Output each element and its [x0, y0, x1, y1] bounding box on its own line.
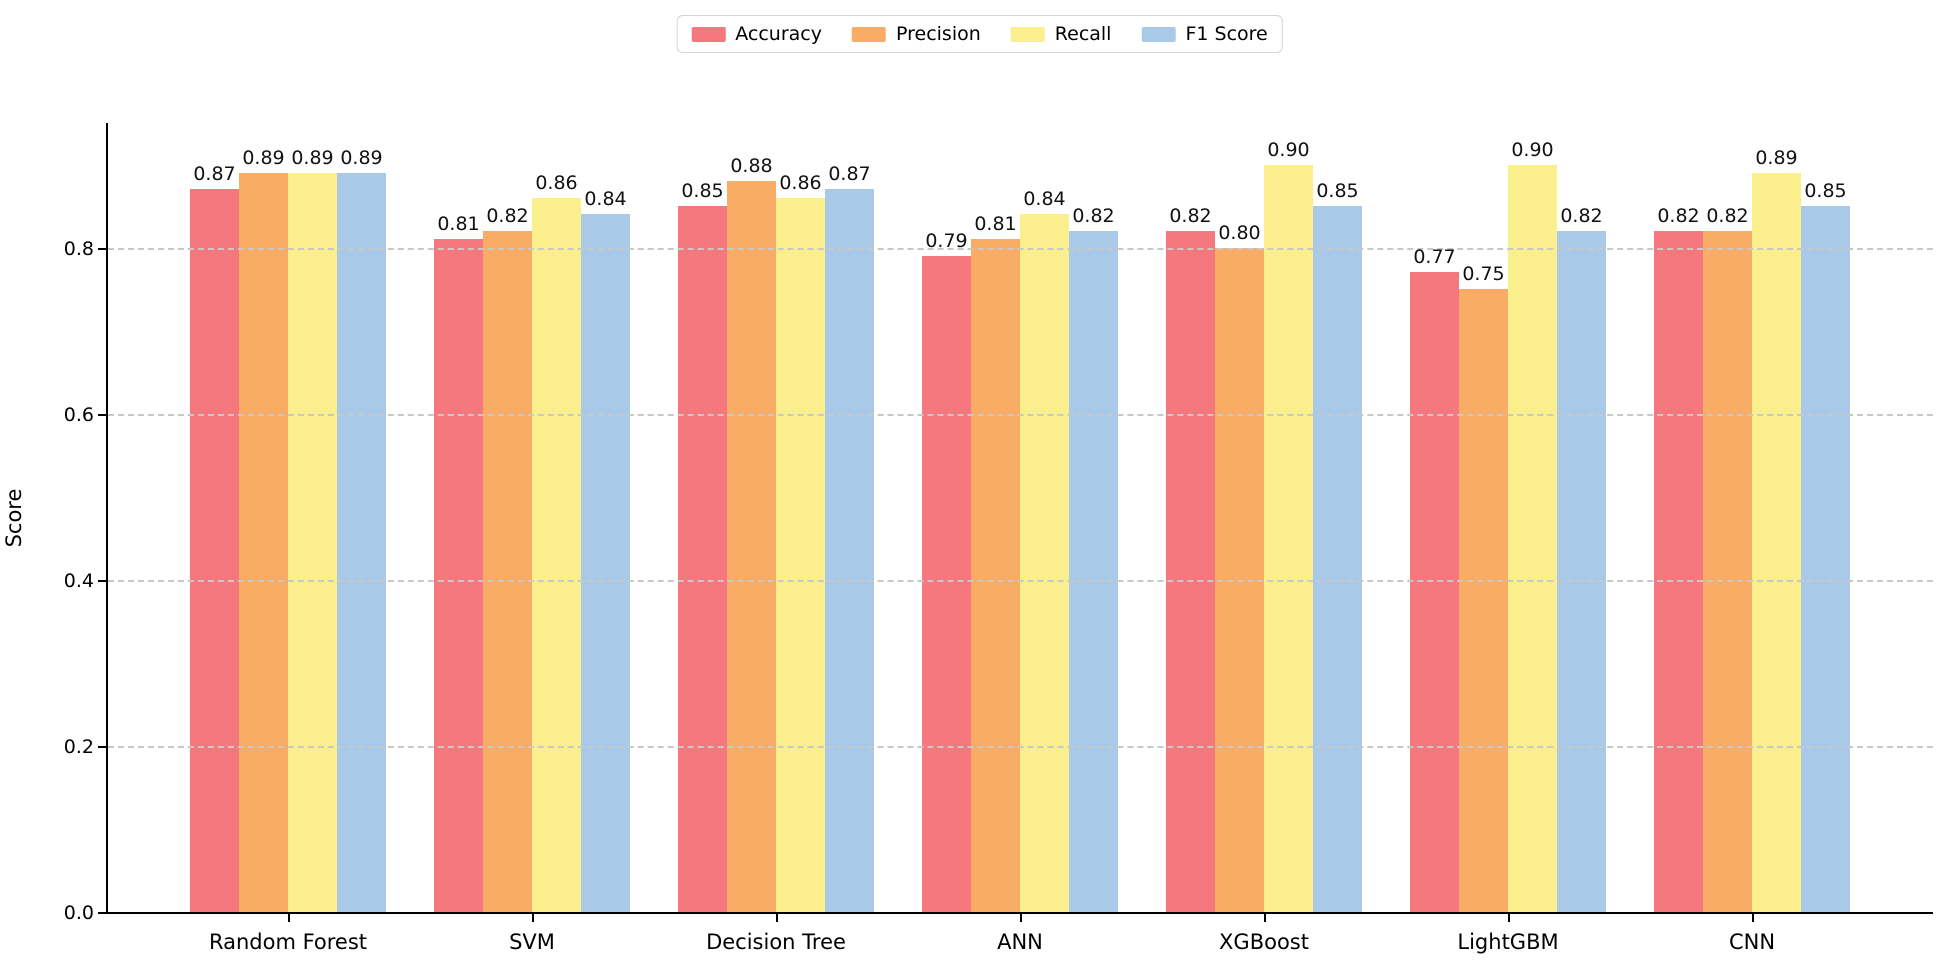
- bar-value-label: 0.82: [1072, 204, 1115, 227]
- bar-value-label: 0.82: [1706, 204, 1749, 227]
- bar-recall: [288, 172, 337, 912]
- bar-value-label: 0.90: [1511, 138, 1554, 161]
- bar-recall: [532, 197, 581, 912]
- bar-value-label: 0.88: [730, 155, 773, 178]
- legend-item: F1 Score: [1141, 23, 1268, 45]
- legend-label: Recall: [1054, 23, 1112, 45]
- bar-value-label: 0.86: [535, 171, 578, 194]
- legend-swatch-f1-score: [1141, 26, 1176, 42]
- x-tick: [1752, 914, 1754, 922]
- bar-value-label: 0.85: [1316, 180, 1359, 203]
- bar-value-label: 0.86: [779, 171, 822, 194]
- x-tick-label: ANN: [997, 930, 1043, 954]
- bar-value-label: 0.90: [1267, 138, 1310, 161]
- x-tick-label: Random Forest: [208, 930, 368, 954]
- y-tick-label: 0.8: [63, 237, 94, 260]
- bar-value-label: 0.77: [1413, 246, 1456, 269]
- bar-f1-score: [337, 172, 386, 912]
- legend: Accuracy Precision Recall F1 Score: [676, 15, 1283, 53]
- bar-precision: [971, 239, 1020, 912]
- bar-recall: [1508, 164, 1557, 912]
- bar-precision: [1703, 230, 1752, 912]
- x-axis: [106, 912, 1933, 914]
- x-tick: [532, 914, 534, 922]
- legend-label: F1 Score: [1185, 23, 1268, 45]
- y-tick: [98, 579, 106, 582]
- bar-f1-score: [1801, 206, 1850, 912]
- bar-accuracy: [678, 206, 727, 912]
- bar-value-label: 0.89: [340, 146, 383, 169]
- bar-accuracy: [434, 239, 483, 912]
- x-tick: [1508, 914, 1510, 922]
- y-tick: [98, 247, 106, 250]
- bar-value-label: 0.80: [1218, 221, 1261, 244]
- bar-value-label: 0.89: [291, 146, 334, 169]
- x-tick-label: LightGBM: [1457, 930, 1559, 954]
- y-tick: [98, 912, 106, 914]
- bar-value-label: 0.82: [486, 204, 529, 227]
- bar-accuracy: [1166, 230, 1215, 912]
- bar-accuracy: [1410, 272, 1459, 912]
- x-tick: [288, 914, 290, 922]
- bar-recall: [776, 197, 825, 912]
- bar-recall: [1020, 214, 1069, 912]
- y-tick-label: 0.4: [63, 569, 94, 592]
- bar-value-label: 0.89: [242, 146, 285, 169]
- bar-value-label: 0.87: [193, 163, 236, 186]
- bar-f1-score: [1069, 230, 1118, 912]
- bar-precision: [727, 181, 776, 912]
- y-tick-label: 0.2: [63, 735, 94, 758]
- legend-swatch-accuracy: [691, 26, 726, 42]
- x-tick-label: Decision Tree: [706, 930, 846, 954]
- bar-value-label: 0.82: [1560, 204, 1603, 227]
- y-tick-label: 0.0: [63, 902, 94, 924]
- bar-f1-score: [825, 189, 874, 912]
- bar-precision: [1215, 247, 1264, 912]
- bar-precision: [1459, 289, 1508, 912]
- bar-value-label: 0.84: [584, 188, 627, 211]
- y-axis: [106, 123, 108, 914]
- bar-value-label: 0.82: [1657, 204, 1700, 227]
- bar-f1-score: [1557, 230, 1606, 912]
- x-tick: [1020, 914, 1022, 922]
- bar-value-label: 0.75: [1462, 263, 1505, 286]
- bar-recall: [1264, 164, 1313, 912]
- bar-value-label: 0.87: [828, 163, 871, 186]
- legend-label: Precision: [896, 23, 981, 45]
- bar-f1-score: [581, 214, 630, 912]
- x-tick: [1264, 914, 1266, 922]
- bar-value-label: 0.84: [1023, 188, 1066, 211]
- bar-f1-score: [1313, 206, 1362, 912]
- bar-accuracy: [1654, 230, 1703, 912]
- bar-precision: [239, 172, 288, 912]
- x-tick-label: XGBoost: [1219, 930, 1309, 954]
- y-tick: [98, 413, 106, 416]
- bar-value-label: 0.79: [925, 229, 968, 252]
- legend-item: Recall: [1010, 23, 1112, 45]
- bar-value-label: 0.81: [974, 213, 1017, 236]
- x-tick-label: SVM: [509, 930, 555, 954]
- legend-swatch-recall: [1010, 26, 1045, 42]
- legend-item: Precision: [852, 23, 981, 45]
- bar-accuracy: [922, 255, 971, 912]
- y-tick-label: 0.6: [63, 403, 94, 426]
- y-axis-title: Score: [2, 488, 26, 547]
- legend-item: Accuracy: [691, 23, 822, 45]
- bar-value-label: 0.85: [681, 180, 724, 203]
- x-tick: [776, 914, 778, 922]
- y-tick: [98, 745, 106, 748]
- x-tick-label: CNN: [1728, 930, 1776, 954]
- bar-recall: [1752, 172, 1801, 912]
- bar-value-label: 0.81: [437, 213, 480, 236]
- legend-swatch-precision: [852, 26, 886, 42]
- legend-label: Accuracy: [735, 23, 822, 45]
- bar-precision: [483, 230, 532, 912]
- bar-value-label: 0.89: [1755, 146, 1798, 169]
- bar-value-label: 0.85: [1804, 180, 1847, 203]
- bar-value-label: 0.82: [1169, 204, 1212, 227]
- bar-accuracy: [190, 189, 239, 912]
